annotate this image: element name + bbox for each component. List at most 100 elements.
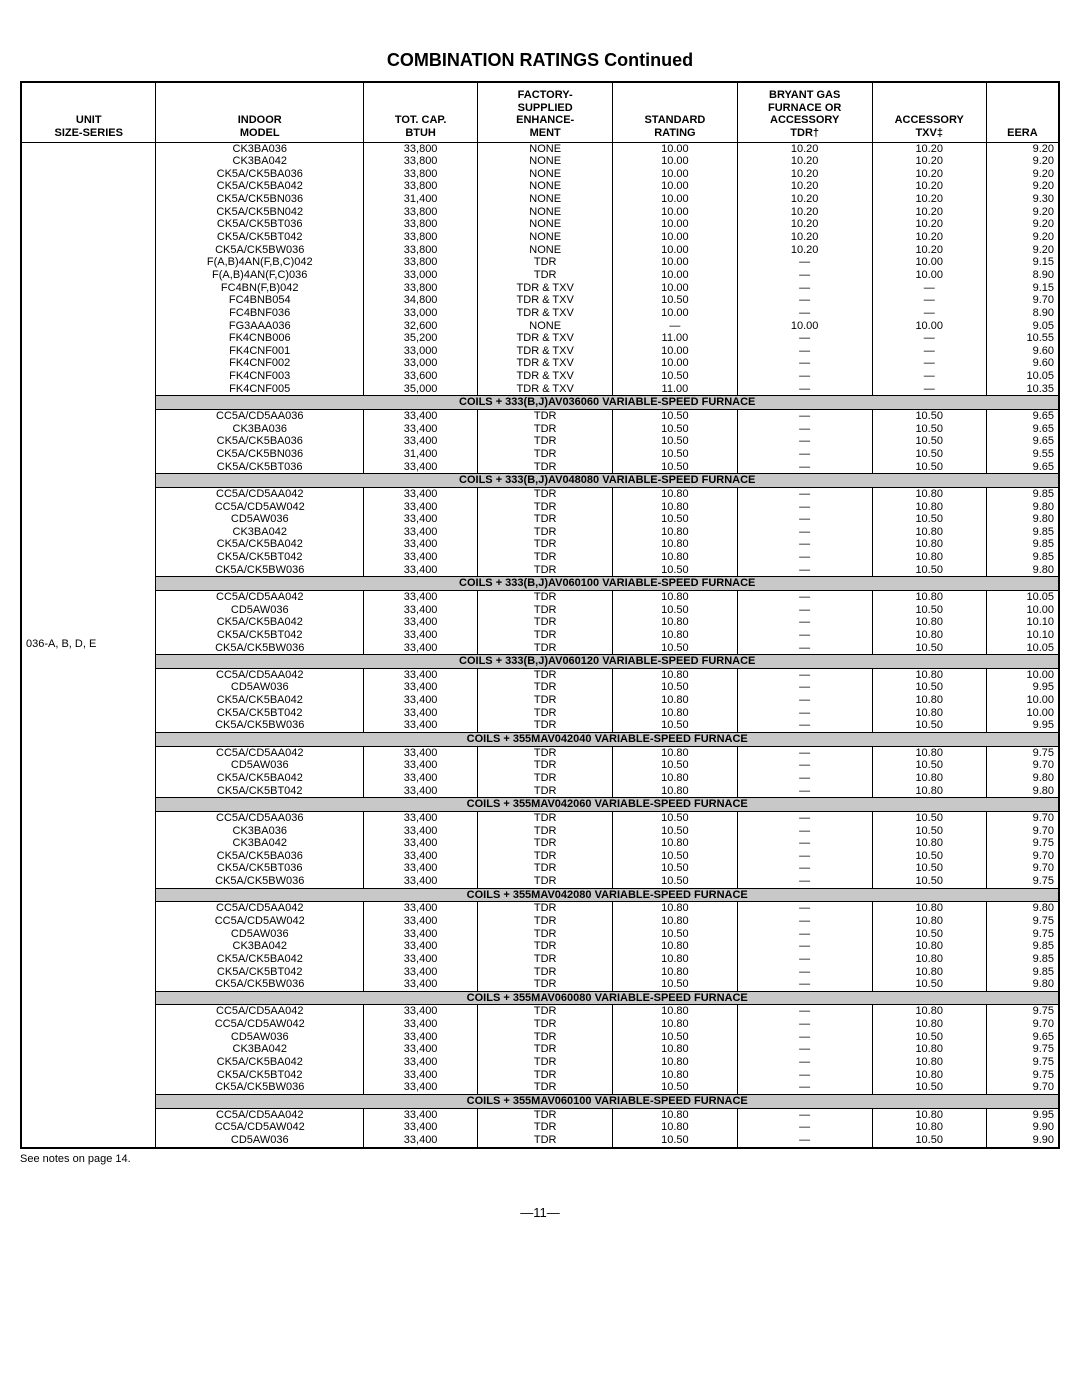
- cell-tdr: —: [737, 256, 872, 269]
- cell-rating: 10.80: [613, 746, 738, 759]
- cell-tdr: —: [737, 940, 872, 953]
- cell-rating: 10.50: [613, 423, 738, 436]
- cell-rating: 10.80: [613, 590, 738, 603]
- cell-enh: NONE: [478, 231, 613, 244]
- cell-eera: 9.05: [986, 320, 1059, 333]
- unit-size-series: 036-A, B, D, E: [21, 142, 156, 1147]
- cell-model: CK5A/CK5BA036: [156, 168, 364, 181]
- cell-btuh: 33,400: [364, 707, 478, 720]
- table-row: CK3BA04233,800NONE10.0010.2010.209.20: [21, 155, 1059, 168]
- cell-enh: TDR: [478, 1043, 613, 1056]
- cell-btuh: 33,400: [364, 862, 478, 875]
- cell-rating: 10.80: [613, 785, 738, 798]
- cell-btuh: 33,400: [364, 772, 478, 785]
- cell-tdr: —: [737, 875, 872, 888]
- cell-txv: 10.50: [872, 642, 986, 655]
- col-header-enh: FACTORY-SUPPLIEDENHANCE-MENT: [478, 82, 613, 142]
- cell-eera: 9.80: [986, 501, 1059, 514]
- cell-model: CD5AW036: [156, 1031, 364, 1044]
- table-row: CC5A/CD5AA04233,400TDR10.80—10.809.75: [21, 1005, 1059, 1018]
- cell-model: CC5A/CD5AA042: [156, 1108, 364, 1121]
- cell-btuh: 33,800: [364, 180, 478, 193]
- cell-btuh: 33,400: [364, 551, 478, 564]
- cell-btuh: 33,800: [364, 244, 478, 257]
- table-row: CK5A/CK5BT04233,400TDR10.80—10.809.75: [21, 1069, 1059, 1082]
- cell-eera: 10.00: [986, 668, 1059, 681]
- cell-rating: 10.50: [613, 1081, 738, 1094]
- cell-enh: NONE: [478, 168, 613, 181]
- cell-txv: —: [872, 357, 986, 370]
- cell-txv: 10.80: [872, 915, 986, 928]
- cell-enh: NONE: [478, 320, 613, 333]
- cell-txv: 10.20: [872, 180, 986, 193]
- table-row: CK5A/CK5BW03633,400TDR10.50—10.509.70: [21, 1081, 1059, 1094]
- cell-rating: 10.50: [613, 862, 738, 875]
- cell-model: CK5A/CK5BT042: [156, 707, 364, 720]
- cell-enh: TDR: [478, 1005, 613, 1018]
- cell-tdr: —: [737, 513, 872, 526]
- table-row: CK5A/CK5BT03633,400TDR10.50—10.509.70: [21, 862, 1059, 875]
- cell-rating: 10.50: [613, 978, 738, 991]
- cell-model: CK3BA042: [156, 526, 364, 539]
- table-row: CK5A/CK5BT04233,400TDR10.80—10.809.80: [21, 785, 1059, 798]
- cell-rating: 10.50: [613, 435, 738, 448]
- cell-eera: 9.20: [986, 206, 1059, 219]
- cell-btuh: 33,000: [364, 269, 478, 282]
- cell-txv: 10.80: [872, 616, 986, 629]
- cell-btuh: 33,400: [364, 811, 478, 824]
- cell-model: CK5A/CK5BA042: [156, 538, 364, 551]
- table-row: CD5AW03633,400TDR10.50—10.509.95: [21, 681, 1059, 694]
- cell-enh: TDR: [478, 1069, 613, 1082]
- cell-rating: 11.00: [613, 332, 738, 345]
- cell-txv: 10.80: [872, 526, 986, 539]
- cell-tdr: —: [737, 487, 872, 500]
- cell-tdr: —: [737, 269, 872, 282]
- section-header: COILS + 333(B,J)AV060100 VARIABLE-SPEED …: [21, 577, 1059, 591]
- cell-txv: 10.50: [872, 1031, 986, 1044]
- cell-rating: 10.80: [613, 1043, 738, 1056]
- cell-rating: 10.00: [613, 282, 738, 295]
- cell-rating: 10.00: [613, 345, 738, 358]
- cell-model: CK5A/CK5BA042: [156, 1056, 364, 1069]
- cell-rating: 10.80: [613, 501, 738, 514]
- table-row: CK5A/CK5BA04233,400TDR10.80—10.8010.10: [21, 616, 1059, 629]
- cell-model: CK5A/CK5BT042: [156, 231, 364, 244]
- section-header: COILS + 355MAV042040 VARIABLE-SPEED FURN…: [21, 733, 1059, 747]
- table-row: CK5A/CK5BA04233,800NONE10.0010.2010.209.…: [21, 180, 1059, 193]
- cell-btuh: 33,400: [364, 978, 478, 991]
- cell-txv: —: [872, 370, 986, 383]
- cell-rating: 10.50: [613, 604, 738, 617]
- cell-enh: TDR: [478, 785, 613, 798]
- table-row: CK5A/CK5BA03633,800NONE10.0010.2010.209.…: [21, 168, 1059, 181]
- cell-eera: 9.20: [986, 168, 1059, 181]
- table-row: CC5A/CD5AA04233,400TDR10.80—10.8010.05: [21, 590, 1059, 603]
- cell-tdr: —: [737, 953, 872, 966]
- cell-model: CK3BA036: [156, 142, 364, 155]
- cell-btuh: 35,000: [364, 383, 478, 396]
- cell-model: FK4CNB006: [156, 332, 364, 345]
- cell-eera: 9.20: [986, 155, 1059, 168]
- cell-eera: 9.60: [986, 357, 1059, 370]
- cell-tdr: —: [737, 501, 872, 514]
- cell-eera: 9.15: [986, 256, 1059, 269]
- cell-eera: 9.85: [986, 953, 1059, 966]
- cell-btuh: 33,400: [364, 785, 478, 798]
- cell-tdr: —: [737, 307, 872, 320]
- cell-btuh: 33,400: [364, 1018, 478, 1031]
- cell-enh: TDR: [478, 1031, 613, 1044]
- cell-btuh: 33,400: [364, 501, 478, 514]
- cell-tdr: —: [737, 707, 872, 720]
- cell-rating: 10.50: [613, 448, 738, 461]
- cell-txv: 10.80: [872, 629, 986, 642]
- table-row: CK5A/CK5BA03633,400TDR10.50—10.509.65: [21, 435, 1059, 448]
- cell-enh: TDR & TXV: [478, 370, 613, 383]
- table-row: CD5AW03633,400TDR10.50—10.509.65: [21, 1031, 1059, 1044]
- cell-tdr: —: [737, 616, 872, 629]
- cell-tdr: —: [737, 435, 872, 448]
- cell-btuh: 31,400: [364, 448, 478, 461]
- cell-tdr: —: [737, 526, 872, 539]
- cell-enh: TDR & TXV: [478, 307, 613, 320]
- cell-enh: TDR: [478, 940, 613, 953]
- cell-model: CD5AW036: [156, 681, 364, 694]
- cell-rating: 10.00: [613, 269, 738, 282]
